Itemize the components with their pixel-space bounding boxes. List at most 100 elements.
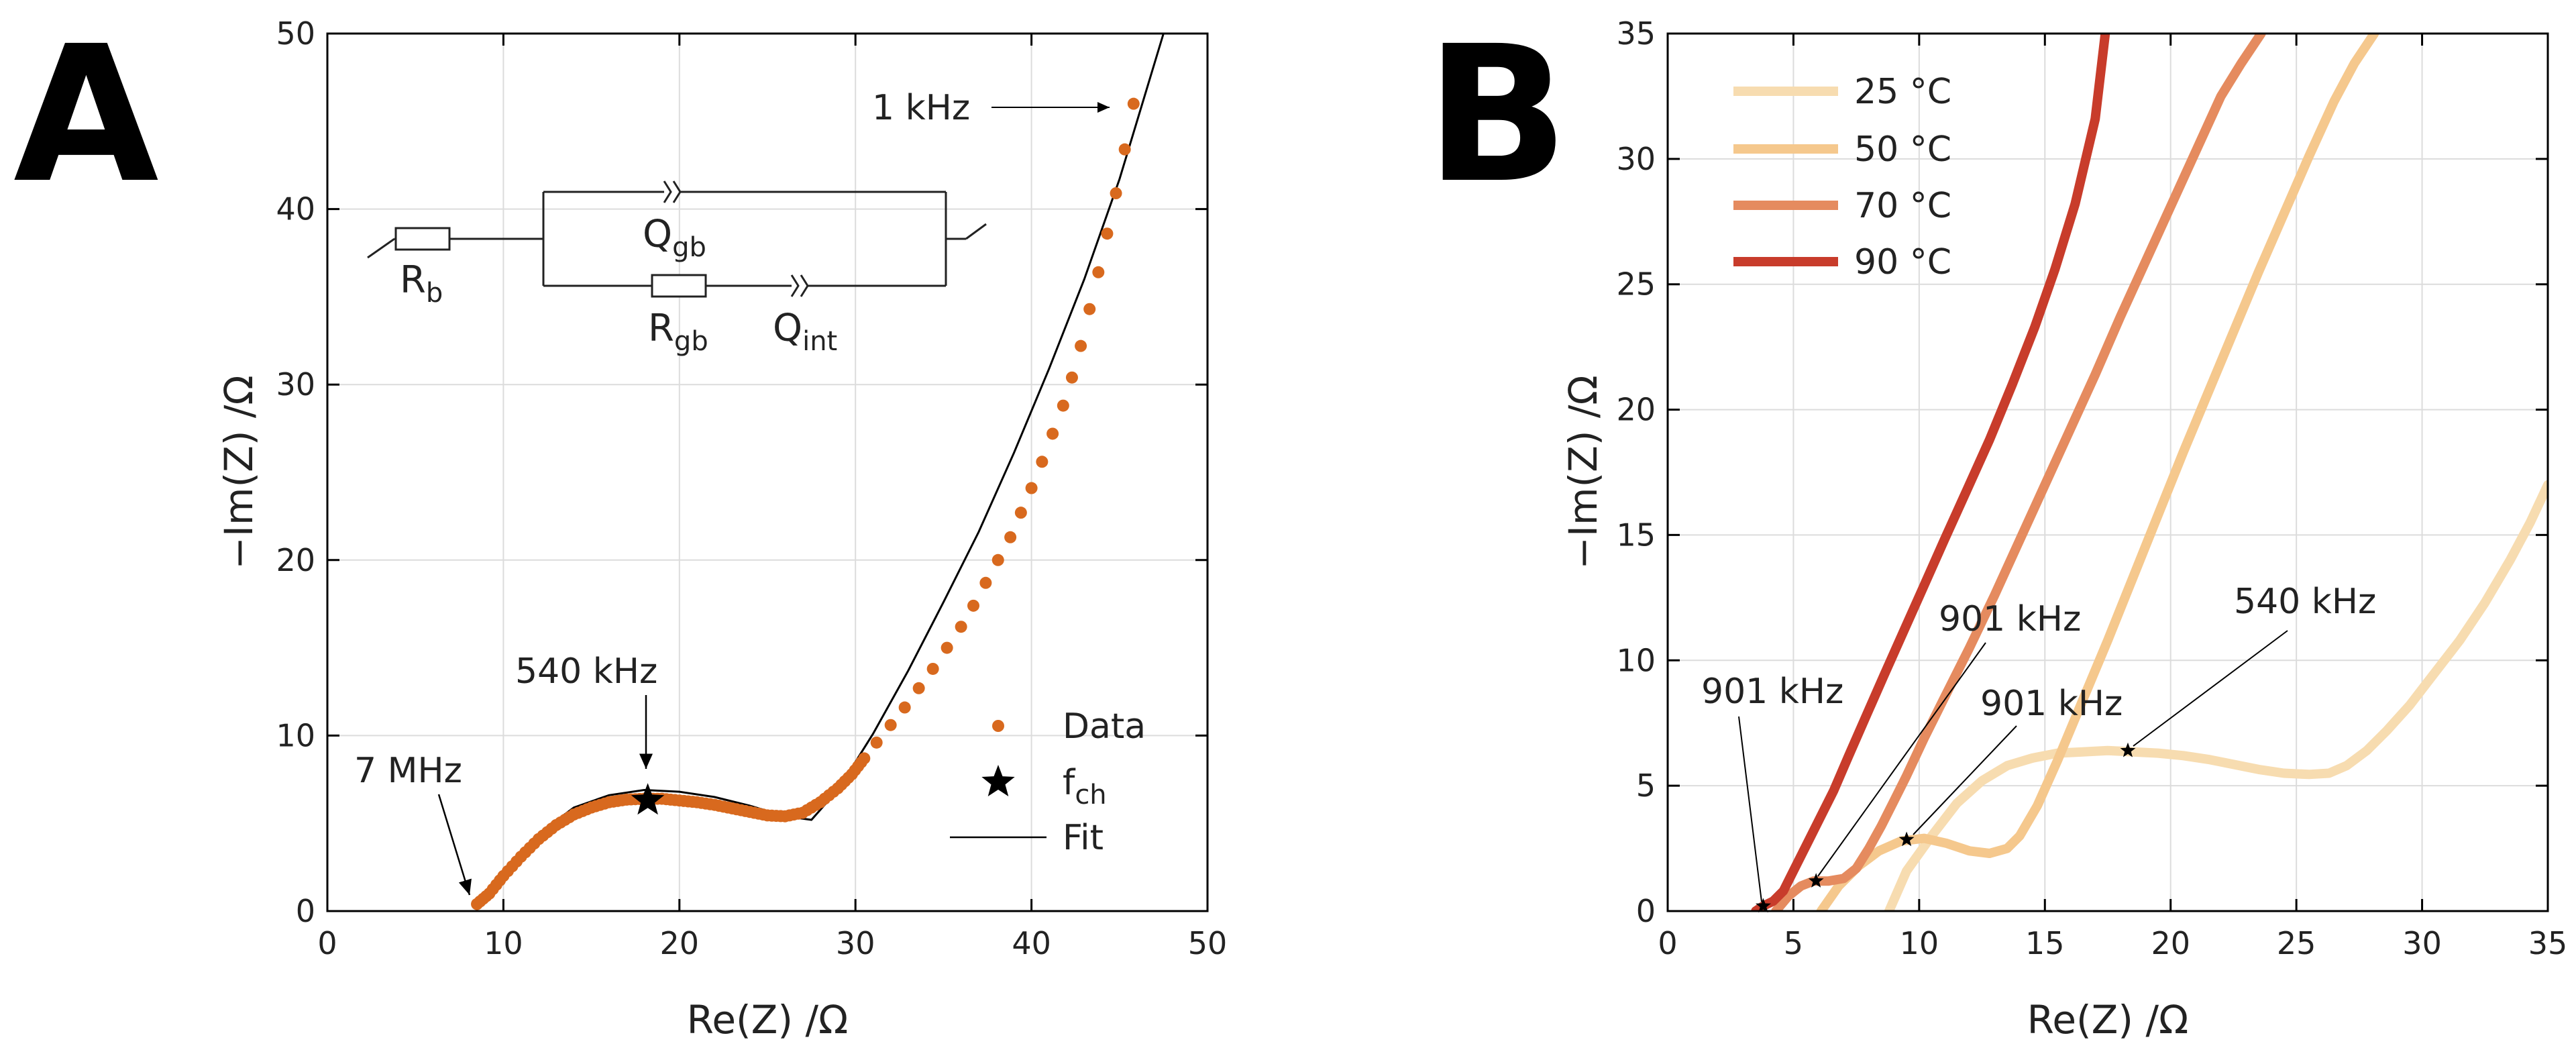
label-qint: Qint <box>773 307 837 357</box>
y-tick-label: 20 <box>1616 392 1656 428</box>
panel-letter-a: A <box>13 6 160 225</box>
annotation-901khz-90c: 901 kHz <box>1701 672 1843 712</box>
circuit-lead-left <box>367 237 395 259</box>
y-tick-label: 50 <box>276 15 315 52</box>
frequency-star-marker <box>1898 831 1915 847</box>
x-tick-label: 25 <box>2277 925 2316 961</box>
y-tick-label: 0 <box>1636 893 1656 929</box>
data-point <box>1046 427 1059 440</box>
grid <box>1668 34 2548 911</box>
data-point <box>1101 227 1114 240</box>
x-tick-label: 0 <box>317 925 337 961</box>
series-line-90c <box>1751 34 2110 911</box>
label-rgb: Rgb <box>648 307 708 357</box>
legend-label-70c: 70 °C <box>1854 186 1951 226</box>
annotation-540khz: 540 kHz <box>515 651 657 692</box>
plot-frame <box>326 32 1209 912</box>
cpe-qint-b <box>800 274 809 297</box>
x-tick-label: 35 <box>2528 925 2568 961</box>
x-tick-label: 20 <box>660 925 700 961</box>
resistor-rb <box>394 227 451 251</box>
equivalent-circuit-diagram <box>367 180 987 298</box>
x-tick-label: 50 <box>1188 925 1228 961</box>
y-tick-label: 10 <box>276 717 315 753</box>
data-point <box>1036 456 1049 468</box>
data-point <box>941 641 953 654</box>
arrow-7mhz <box>437 794 472 896</box>
data-point <box>1004 531 1017 543</box>
x-tick-label: 30 <box>2402 925 2442 961</box>
data-point <box>979 576 992 589</box>
x-tick-label: 0 <box>1658 925 1677 961</box>
y-tick-label: 25 <box>1616 266 1656 303</box>
data-point <box>1110 187 1122 200</box>
legend-label-25c: 25 °C <box>1854 72 1951 112</box>
annotation-901khz-70c: 901 kHz <box>1939 599 2081 639</box>
y-tick-label: 30 <box>276 366 315 403</box>
data-point <box>1025 482 1038 494</box>
data-point <box>1092 266 1105 278</box>
axis-ticks: 0 5 10 15 20 25 30 35 0 5 10 15 20 25 30 35 <box>1616 15 2567 961</box>
frequency-star-marker <box>1808 873 1824 888</box>
fit-line <box>476 33 1165 907</box>
x-axis-label: Re(Z) /Ω <box>2027 997 2189 1043</box>
x-tick-label: 5 <box>1784 925 1803 961</box>
fch-star-marker <box>631 783 665 815</box>
legend: 25 °C 50 °C 70 °C 90 °C <box>1733 72 1951 282</box>
label-qgb: Qgb <box>643 213 706 263</box>
annotation-7mhz: 7 MHz <box>354 751 462 791</box>
resistor-rgb <box>651 274 707 298</box>
legend: Data fch Fit <box>950 706 1146 858</box>
data-point <box>1075 339 1087 352</box>
data-point <box>1083 303 1096 315</box>
annotation-540khz: 540 kHz <box>2234 582 2376 622</box>
data-point <box>884 719 897 731</box>
frequency-star-marker <box>1756 898 1771 913</box>
y-tick-label: 40 <box>276 191 315 227</box>
y-tick-label: 10 <box>1616 642 1656 678</box>
data-point <box>1127 97 1140 110</box>
y-tick-label: 20 <box>276 542 315 578</box>
legend-label-50c: 50 °C <box>1854 129 1951 170</box>
panel-letter-b: B <box>1426 6 1568 225</box>
data-point <box>926 662 939 675</box>
frequency-markers-group <box>1756 742 2136 913</box>
legend-label-data: Data <box>1063 706 1146 747</box>
y-tick-label: 5 <box>1636 768 1656 804</box>
chart-panel-b: 0 5 10 15 20 25 30 35 0 5 10 15 20 25 30 35 Re(Z) /Ω −I… <box>1560 15 2567 1043</box>
y-tick-label: 15 <box>1616 517 1656 553</box>
data-point <box>912 682 925 694</box>
axis-ticks: 0 10 20 30 40 50 0 10 20 30 40 50 <box>276 15 1227 961</box>
chart-panel-a: 0 10 20 30 40 50 0 10 20 30 40 50 Re(Z) /Ω −Im(Z) /… <box>216 15 1227 1043</box>
data-point <box>1057 399 1069 412</box>
leader-540khz <box>2133 630 2288 747</box>
x-tick-label: 10 <box>484 925 523 961</box>
data-point <box>1014 507 1027 519</box>
y-axis-label: −Im(Z) /Ω <box>216 375 262 570</box>
leader-901khz-70c <box>1817 642 1986 877</box>
leader-901khz-90c <box>1738 716 1762 902</box>
y-tick-label: 0 <box>296 893 315 929</box>
legend-marker-data <box>992 720 1004 732</box>
frequency-star-marker <box>2120 742 2136 757</box>
legend-label-fit: Fit <box>1063 818 1104 858</box>
legend-label-90c: 90 °C <box>1854 242 1951 282</box>
data-point <box>870 736 883 749</box>
data-point <box>955 621 967 633</box>
legend-marker-star <box>981 765 1015 796</box>
y-tick-label: 35 <box>1616 15 1656 52</box>
cpe-qgb-a <box>663 180 672 203</box>
circuit-lead-right <box>965 223 987 240</box>
legend-label-fch: fch <box>1063 763 1107 810</box>
data-point <box>1118 143 1131 156</box>
data-point <box>1065 371 1078 384</box>
data-point <box>967 599 980 612</box>
y-tick-label: 30 <box>1616 141 1656 177</box>
data-points-group <box>471 97 1140 910</box>
x-tick-label: 15 <box>2025 925 2065 961</box>
x-axis-label: Re(Z) /Ω <box>687 997 849 1043</box>
series-line-25c <box>1884 480 2548 911</box>
y-axis-label: −Im(Z) /Ω <box>1560 375 1606 570</box>
x-tick-label: 30 <box>836 925 875 961</box>
